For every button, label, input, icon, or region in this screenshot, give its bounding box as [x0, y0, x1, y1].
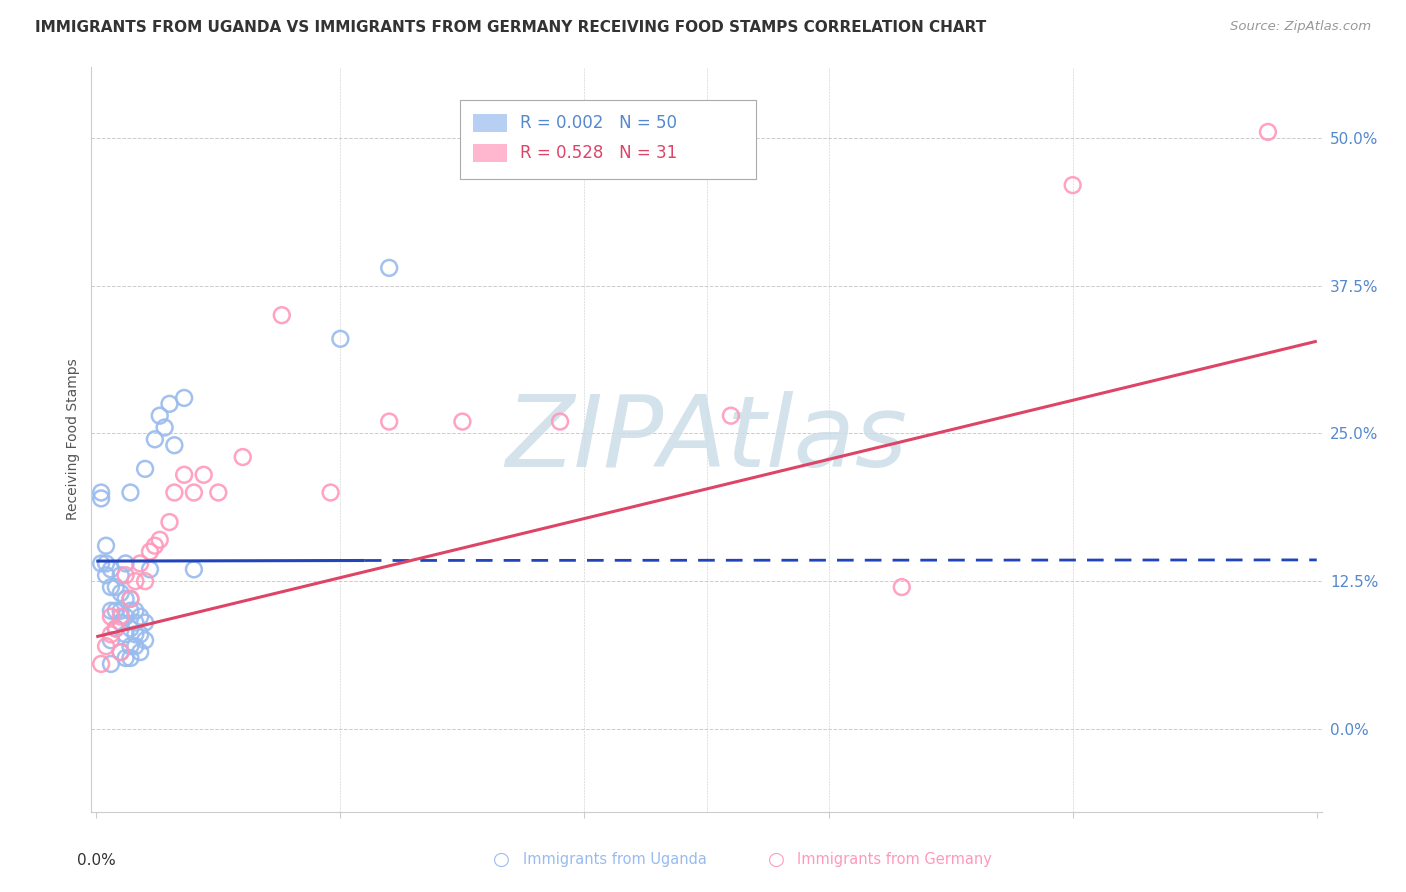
Point	[120, 604, 142, 618]
Point	[110, 609, 132, 624]
Point	[129, 557, 152, 571]
Point	[159, 515, 181, 529]
Point	[110, 604, 132, 618]
Point	[378, 260, 401, 275]
Point	[110, 645, 132, 659]
Point	[114, 568, 136, 582]
Bar	[472, 144, 508, 162]
Point	[134, 633, 156, 648]
Point	[173, 467, 195, 482]
Point	[159, 397, 181, 411]
Point	[110, 586, 132, 600]
Point	[114, 651, 136, 665]
Point	[120, 485, 142, 500]
Point	[163, 485, 186, 500]
Point	[329, 332, 352, 346]
Point	[124, 615, 146, 630]
Point	[129, 627, 152, 641]
Point	[90, 657, 112, 671]
Point	[720, 409, 742, 423]
Point	[104, 604, 127, 618]
Point	[319, 485, 342, 500]
Point	[94, 539, 117, 553]
Point	[110, 645, 132, 659]
Point	[149, 533, 172, 547]
Point	[129, 645, 152, 659]
Point	[110, 568, 132, 582]
Point	[173, 391, 195, 405]
Point	[163, 438, 186, 452]
Point	[270, 308, 292, 322]
Point	[104, 622, 127, 636]
Text: 0.0%: 0.0%	[77, 853, 115, 868]
Point	[134, 615, 156, 630]
Point	[100, 627, 122, 641]
Point	[90, 491, 112, 506]
Text: IMMIGRANTS FROM UGANDA VS IMMIGRANTS FROM GERMANY RECEIVING FOOD STAMPS CORRELAT: IMMIGRANTS FROM UGANDA VS IMMIGRANTS FRO…	[35, 20, 987, 35]
Point	[100, 562, 122, 576]
Point	[104, 622, 127, 636]
Point	[183, 562, 205, 576]
Point	[124, 627, 146, 641]
Point	[139, 544, 162, 558]
Text: R = 0.002   N = 50: R = 0.002 N = 50	[520, 114, 676, 132]
Point	[100, 580, 122, 594]
Point	[124, 574, 146, 589]
Point	[193, 467, 215, 482]
Text: ZIPAtlas: ZIPAtlas	[506, 391, 907, 488]
Point	[134, 574, 156, 589]
Point	[232, 450, 254, 464]
Point	[143, 433, 166, 447]
Point	[120, 639, 142, 653]
Point	[110, 615, 132, 630]
Point	[100, 604, 122, 618]
Point	[120, 591, 142, 606]
Point	[114, 557, 136, 571]
Point	[100, 609, 122, 624]
Text: R = 0.528   N = 31: R = 0.528 N = 31	[520, 144, 676, 161]
Point	[94, 639, 117, 653]
Text: Immigrants from Germany: Immigrants from Germany	[797, 853, 993, 867]
Y-axis label: Receiving Food Stamps: Receiving Food Stamps	[66, 359, 80, 520]
Point	[114, 609, 136, 624]
Text: ○: ○	[494, 850, 510, 870]
Point	[124, 639, 146, 653]
Text: Immigrants from Uganda: Immigrants from Uganda	[523, 853, 707, 867]
Point	[149, 409, 172, 423]
Text: ○: ○	[768, 850, 785, 870]
Point	[120, 622, 142, 636]
Point	[1257, 125, 1279, 139]
Point	[120, 591, 142, 606]
Point	[153, 420, 176, 434]
Point	[124, 604, 146, 618]
Point	[94, 557, 117, 571]
Point	[1062, 178, 1084, 193]
Point	[183, 485, 205, 500]
Point	[114, 591, 136, 606]
Point	[451, 415, 474, 429]
Point	[120, 651, 142, 665]
Point	[129, 609, 152, 624]
Point	[378, 415, 401, 429]
Point	[100, 633, 122, 648]
Bar	[472, 114, 508, 132]
Point	[114, 627, 136, 641]
FancyBboxPatch shape	[460, 101, 756, 178]
Point	[890, 580, 912, 594]
Point	[94, 568, 117, 582]
Point	[90, 485, 112, 500]
Point	[143, 539, 166, 553]
Text: Source: ZipAtlas.com: Source: ZipAtlas.com	[1230, 20, 1371, 33]
Point	[207, 485, 229, 500]
Point	[134, 462, 156, 476]
Point	[139, 562, 162, 576]
Point	[100, 657, 122, 671]
Point	[104, 580, 127, 594]
Point	[90, 557, 112, 571]
Point	[548, 415, 571, 429]
